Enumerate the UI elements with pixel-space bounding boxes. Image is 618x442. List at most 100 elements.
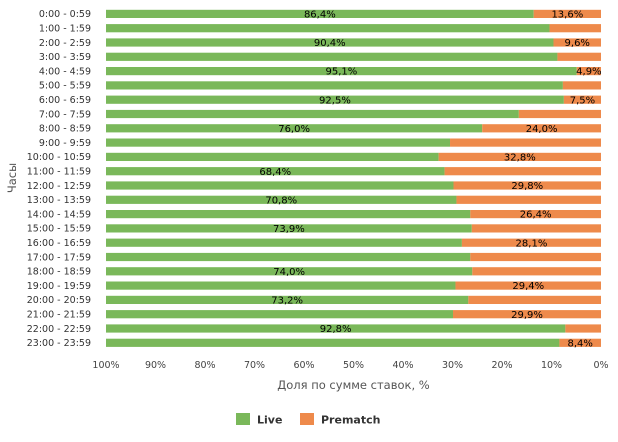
bar-live-19 [106, 281, 456, 290]
bar-live-8 [106, 124, 483, 133]
category-label-1: 1:00 - 1:59 [39, 24, 91, 35]
category-label-12: 12:00 - 12:59 [27, 181, 91, 192]
x-tick-label-9: 10% [541, 360, 562, 371]
bar-prematch-13 [456, 195, 601, 204]
data-label-prematch-12: 29,8% [511, 181, 543, 192]
data-label-prematch-0: 13,6% [551, 10, 583, 21]
category-label-0: 0:00 - 0:59 [39, 9, 91, 20]
bar-prematch-17 [470, 252, 601, 262]
category-label-2: 2:00 - 2:59 [39, 38, 91, 49]
bar-prematch-0 [533, 9, 601, 18]
bar-live-20 [106, 295, 469, 304]
bar-live-2 [106, 38, 554, 47]
bar-prematch-10 [438, 152, 601, 161]
data-label-prematch-8: 24,0% [526, 124, 558, 135]
category-label-23: 23:00 - 23:59 [27, 338, 91, 349]
bar-live-7 [106, 109, 519, 119]
bar-live-23 [106, 338, 560, 347]
data-label-live-22: 92,8% [320, 324, 352, 335]
category-label-7: 7:00 - 7:59 [39, 109, 91, 120]
bar-live-6 [106, 95, 564, 104]
data-label-prematch-21: 29,9% [511, 310, 543, 321]
bar-prematch-9 [450, 138, 601, 147]
data-label-prematch-6: 7,5% [570, 95, 595, 106]
category-label-11: 11:00 - 11:59 [27, 167, 91, 178]
data-label-prematch-16: 28,1% [516, 238, 548, 249]
category-label-9: 9:00 - 9:59 [39, 138, 91, 149]
bar-live-3 [106, 52, 558, 61]
category-label-18: 18:00 - 18:59 [27, 267, 91, 278]
bar-prematch-5 [562, 81, 601, 90]
bar-prematch-6 [563, 95, 601, 104]
x-tick-label-1: 90% [145, 360, 166, 371]
data-label-prematch-2: 9,6% [565, 38, 590, 49]
bar-prematch-7 [518, 109, 601, 119]
data-label-live-0: 86,4% [304, 10, 336, 21]
bar-prematch-8 [482, 124, 601, 133]
x-tick-label-4: 60% [293, 360, 314, 371]
bar-prematch-14 [470, 210, 601, 219]
data-label-live-13: 70,8% [265, 195, 297, 206]
bar-live-22 [106, 324, 566, 333]
category-label-3: 3:00 - 3:59 [39, 52, 91, 63]
x-tick-label-7: 30% [442, 360, 463, 371]
x-axis-title: Доля по сумме ставок, % [277, 378, 430, 392]
data-label-live-18: 74,0% [273, 267, 305, 278]
bar-prematch-16 [461, 238, 601, 247]
bar-live-1 [106, 24, 550, 33]
data-label-live-6: 92,5% [319, 95, 351, 106]
bar-prematch-21 [452, 310, 601, 319]
bar-prematch-23 [559, 338, 601, 347]
bar-live-14 [106, 210, 471, 219]
category-label-21: 21:00 - 21:59 [27, 310, 91, 321]
bar-prematch-15 [471, 224, 601, 233]
x-tick-label-6: 40% [392, 360, 413, 371]
legend-label-0: Live [257, 414, 282, 427]
data-label-prematch-10: 32,8% [504, 153, 536, 164]
x-tick-label-0: 100% [92, 360, 119, 371]
x-tick-labels-layer: 100% 90% 80% 70% 60% 50% 40% 30% 20% 10% 0% [92, 360, 608, 371]
data-label-live-20: 73,2% [271, 296, 303, 307]
bars-layer [106, 9, 601, 347]
bar-prematch-22 [565, 324, 601, 333]
data-label-prematch-23: 8,4% [568, 338, 593, 349]
category-label-13: 13:00 - 13:59 [27, 195, 91, 206]
bar-prematch-12 [453, 181, 601, 190]
bar-prematch-2 [553, 38, 601, 47]
bar-live-16 [106, 238, 462, 247]
category-label-17: 17:00 - 17:59 [27, 252, 91, 263]
category-label-15: 15:00 - 15:59 [27, 224, 91, 235]
category-labels-layer: 0:00 - 0:59 1:00 - 1:59 2:00 - 2:59 3:00 - … [27, 9, 91, 349]
x-tick-label-3: 70% [244, 360, 265, 371]
bar-prematch-20 [468, 295, 601, 304]
x-tick-label-8: 20% [491, 360, 512, 371]
category-label-19: 19:00 - 19:59 [27, 281, 91, 292]
category-label-14: 14:00 - 14:59 [27, 209, 91, 220]
bar-live-0 [106, 9, 534, 18]
data-label-live-11: 68,4% [259, 167, 291, 178]
legend-swatch-1 [300, 413, 314, 425]
data-labels-layer: 86,4% 13,6% 90,4% 9,6% 95,1% 4,9% 92,5% 7,5% 76,… [259, 10, 601, 350]
bar-live-9 [106, 138, 451, 147]
x-tick-label-10: 0% [593, 360, 608, 371]
bar-prematch-4 [576, 67, 601, 76]
bar-prematch-19 [455, 281, 601, 290]
bar-live-5 [106, 81, 563, 90]
bar-live-13 [106, 195, 457, 204]
bar-live-4 [106, 67, 577, 76]
bar-prematch-18 [472, 267, 601, 276]
category-label-6: 6:00 - 6:59 [39, 95, 91, 106]
data-label-live-2: 90,4% [314, 38, 346, 49]
category-label-8: 8:00 - 8:59 [39, 124, 91, 135]
y-axis-title: Часы [5, 163, 19, 193]
x-tick-label-2: 80% [194, 360, 215, 371]
data-label-prematch-14: 26,4% [520, 210, 552, 221]
data-label-prematch-4: 4,9% [576, 67, 601, 78]
bar-prematch-1 [549, 24, 601, 33]
category-label-16: 16:00 - 16:59 [27, 238, 91, 249]
bar-live-11 [106, 167, 445, 176]
category-label-5: 5:00 - 5:59 [39, 81, 91, 92]
data-label-live-4: 95,1% [325, 67, 357, 78]
